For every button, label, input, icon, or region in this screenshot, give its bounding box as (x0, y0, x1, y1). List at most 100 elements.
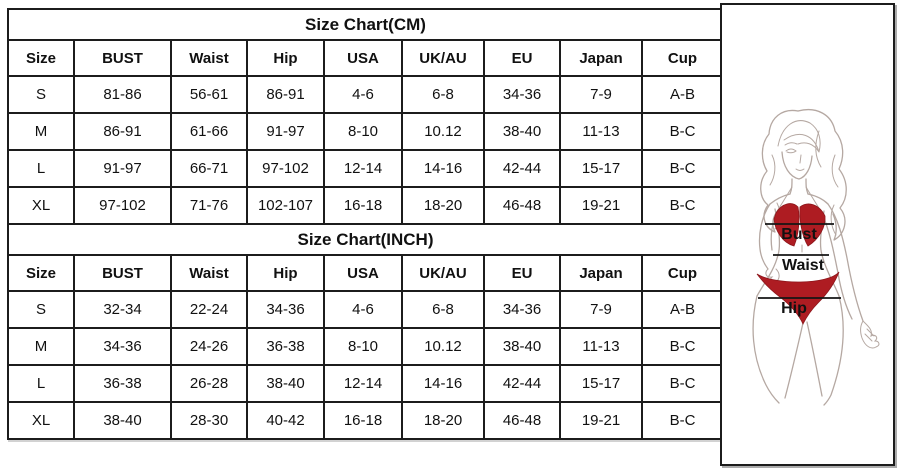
table-cell: 12-14 (323, 364, 403, 403)
column-header: Cup (641, 254, 724, 292)
table-cell: 61-66 (170, 112, 248, 151)
column-header: UK/AU (401, 39, 485, 77)
table-cell: S (7, 290, 75, 329)
table-cell: 46-48 (483, 186, 561, 225)
table-cell: 22-24 (170, 290, 248, 329)
table-cell: 4-6 (323, 290, 403, 329)
table-cell: 40-42 (246, 401, 325, 440)
table-cell: 16-18 (323, 186, 403, 225)
table-cell: M (7, 112, 75, 151)
table-cell: 38-40 (73, 401, 172, 440)
table-row: M 34-36 24-26 36-38 8-10 10.12 38-40 11-13 B-C (7, 327, 724, 366)
table-cell: 34-36 (246, 290, 325, 329)
measurement-figure-panel: Bust Waist Hip (720, 3, 895, 466)
table-cell: 18-20 (401, 186, 485, 225)
column-header: USA (323, 39, 403, 77)
table-cell: 12-14 (323, 149, 403, 188)
table-cell: 91-97 (73, 149, 172, 188)
table-cell: 38-40 (483, 327, 561, 366)
column-header: Japan (559, 254, 643, 292)
bikini-top-right (799, 203, 826, 247)
table-cell: 14-16 (401, 364, 485, 403)
column-header: Waist (170, 254, 248, 292)
column-header: Hip (246, 254, 325, 292)
column-header: Japan (559, 39, 643, 77)
table-header-row: Size BUST Waist Hip USA UK/AU EU Japan Cup (7, 39, 724, 77)
table-cell: 26-28 (170, 364, 248, 403)
column-header: EU (483, 39, 561, 77)
table-cell: 34-36 (483, 290, 561, 329)
table-title-row: Size Chart(CM) (7, 8, 724, 41)
table-cell: 11-13 (559, 327, 643, 366)
table-cell: 7-9 (559, 75, 643, 114)
face-illustration (781, 142, 813, 180)
table-cell: 97-102 (73, 186, 172, 225)
column-header: EU (483, 254, 561, 292)
column-header: Cup (641, 39, 724, 77)
table-cell: 15-17 (559, 149, 643, 188)
table-cell: 46-48 (483, 401, 561, 440)
table-cell: XL (7, 186, 75, 225)
table-row: M 86-91 61-66 91-97 8-10 10.12 38-40 11-13 B-C (7, 112, 724, 151)
table-cell: 10.12 (401, 327, 485, 366)
table-cell: 6-8 (401, 75, 485, 114)
table-title: Size Chart(CM) (7, 8, 724, 41)
size-chart-table: Size Chart(CM) Size BUST Waist Hip USA UK/AU EU… (7, 8, 724, 440)
table-cell: 15-17 (559, 364, 643, 403)
table-cell: 19-21 (559, 401, 643, 440)
table-title-row: Size Chart(INCH) (7, 223, 724, 256)
table-cell: B-C (641, 186, 724, 225)
column-header: Waist (170, 39, 248, 77)
table-cell: B-C (641, 401, 724, 440)
measurement-markers: Bust Waist Hip (758, 223, 841, 317)
table-cell: 24-26 (170, 327, 248, 366)
table-cell: A-B (641, 290, 724, 329)
column-header: USA (323, 254, 403, 292)
table-cell: 4-6 (323, 75, 403, 114)
table-cell: 14-16 (401, 149, 485, 188)
table-cell: L (7, 149, 75, 188)
table-cell: 16-18 (323, 401, 403, 440)
table-cell: 18-20 (401, 401, 485, 440)
table-header-row: Size BUST Waist Hip USA UK/AU EU Japan Cup (7, 254, 724, 292)
table-title: Size Chart(INCH) (7, 223, 724, 256)
table-cell: 19-21 (559, 186, 643, 225)
table-cell: 8-10 (323, 327, 403, 366)
table-row: S 32-34 22-24 34-36 4-6 6-8 34-36 7-9 A-B (7, 290, 724, 329)
table-cell: B-C (641, 112, 724, 151)
table-cell: 91-97 (246, 112, 325, 151)
table-cell: 97-102 (246, 149, 325, 188)
table-cell: B-C (641, 327, 724, 366)
table-row: L 36-38 26-28 38-40 12-14 14-16 42-44 15-17 B-C (7, 364, 724, 403)
table-cell: 36-38 (73, 364, 172, 403)
woman-figure-illustration: Bust Waist Hip (752, 109, 880, 406)
table-cell: M (7, 327, 75, 366)
size-chart-tables: Size Chart(CM) Size BUST Waist Hip USA UK/AU EU… (7, 8, 724, 440)
table-cell: 38-40 (246, 364, 325, 403)
table-cell: 86-91 (246, 75, 325, 114)
table-cell: 10.12 (401, 112, 485, 151)
hip-label: Hip (781, 300, 807, 317)
column-header: BUST (73, 39, 172, 77)
table-cell: 34-36 (73, 327, 172, 366)
table-cell: XL (7, 401, 75, 440)
table-cell: B-C (641, 364, 724, 403)
table-row: XL 97-102 71-76 102-107 16-18 18-20 46-48 19-21… (7, 186, 724, 225)
column-header: BUST (73, 254, 172, 292)
table-cell: B-C (641, 149, 724, 188)
table-cell: 38-40 (483, 112, 561, 151)
table-cell: 6-8 (401, 290, 485, 329)
table-cell: 7-9 (559, 290, 643, 329)
table-cell: 42-44 (483, 364, 561, 403)
table-cell: 11-13 (559, 112, 643, 151)
table-cell: S (7, 75, 75, 114)
table-row: L 91-97 66-71 97-102 12-14 14-16 42-44 15-17 B-C (7, 149, 724, 188)
waist-label: Waist (782, 257, 825, 274)
column-header: Size (7, 39, 75, 77)
table-cell: 71-76 (170, 186, 248, 225)
table-cell: A-B (641, 75, 724, 114)
bust-label: Bust (781, 226, 817, 243)
table-cell: 81-86 (73, 75, 172, 114)
hair-illustration (760, 109, 847, 241)
